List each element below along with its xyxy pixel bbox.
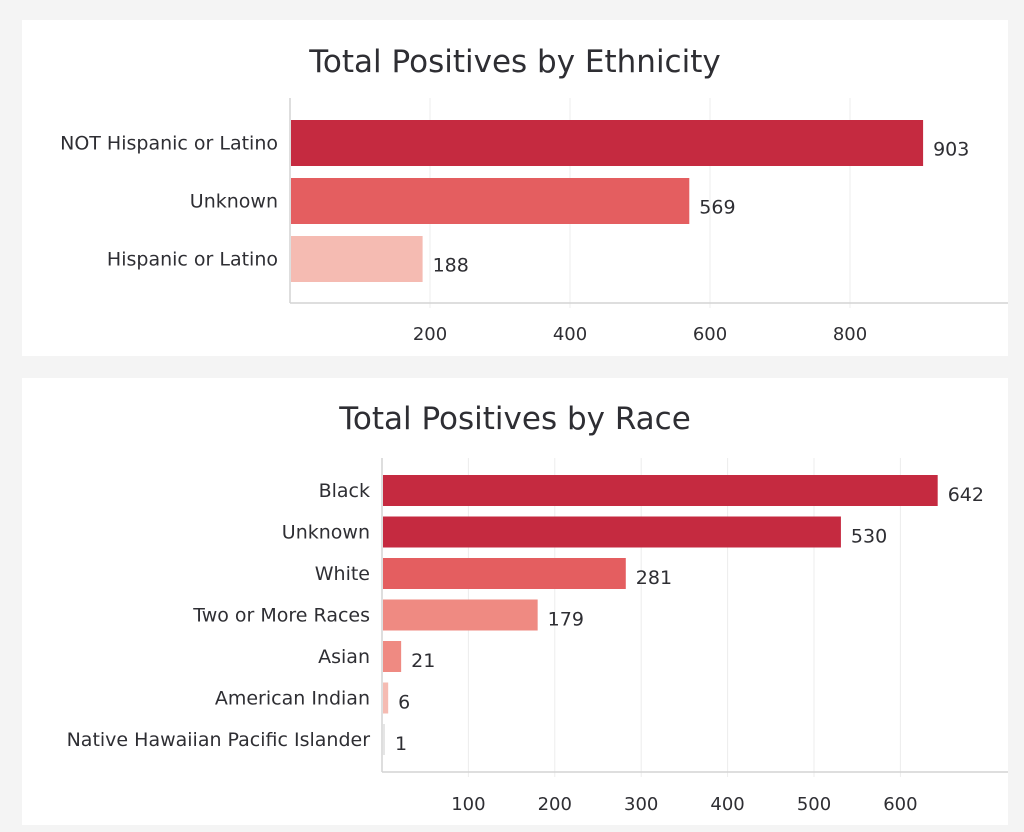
bar[interactable]: [383, 558, 626, 589]
category-label: NOT Hispanic or Latino: [60, 133, 278, 155]
x-tick-label: 200: [538, 794, 572, 815]
value-label: 6: [398, 692, 410, 714]
category-label: Unknown: [190, 191, 278, 213]
bar[interactable]: [383, 682, 389, 714]
bar[interactable]: [291, 120, 924, 166]
category-label: Unknown: [282, 522, 370, 544]
x-tick-label: 600: [883, 794, 917, 815]
category-label: Hispanic or Latino: [107, 249, 278, 271]
bar[interactable]: [383, 599, 538, 631]
value-label: 21: [411, 650, 435, 672]
value-label: 188: [433, 255, 469, 277]
bar[interactable]: [383, 641, 402, 672]
value-label: 903: [933, 139, 969, 161]
category-label: Asian: [318, 646, 370, 668]
bar[interactable]: [291, 236, 423, 282]
value-label: 530: [851, 526, 887, 548]
bar[interactable]: [383, 475, 938, 506]
x-tick-label: 400: [710, 794, 744, 815]
category-label: American Indian: [215, 688, 370, 710]
value-label: 642: [948, 484, 984, 506]
category-label: Two or More Races: [192, 605, 370, 627]
bar[interactable]: [383, 724, 385, 755]
chart-title: Total Positives by Ethnicity: [308, 44, 720, 80]
bar[interactable]: [291, 178, 690, 224]
chart-title: Total Positives by Race: [338, 401, 691, 437]
race-chart-panel: Total Positives by Race Black 642 Unknown 5…: [22, 378, 1008, 825]
category-label: White: [315, 563, 370, 585]
category-label: Native Hawaiian Pacific Islander: [67, 729, 371, 751]
x-tick-label: 300: [624, 794, 658, 815]
x-tick-label: 200: [413, 324, 447, 345]
x-tick-label: 500: [797, 794, 831, 815]
x-tick-label: 400: [553, 324, 587, 345]
ethnicity-chart: Total Positives by Ethnicity NOT Hispani…: [60, 44, 1008, 345]
ethnicity-chart-panel: Total Positives by Ethnicity NOT Hispani…: [22, 20, 1008, 356]
race-chart: Total Positives by Race Black 642 Unknown 5…: [67, 401, 1008, 815]
value-label: 569: [699, 197, 735, 219]
bar[interactable]: [383, 516, 841, 548]
category-label: Black: [319, 480, 370, 502]
value-label: 179: [548, 609, 584, 631]
value-label: 281: [636, 567, 672, 589]
value-label: 1: [395, 733, 407, 755]
x-tick-label: 100: [451, 794, 485, 815]
x-tick-label: 800: [833, 324, 867, 345]
x-tick-label: 600: [693, 324, 727, 345]
